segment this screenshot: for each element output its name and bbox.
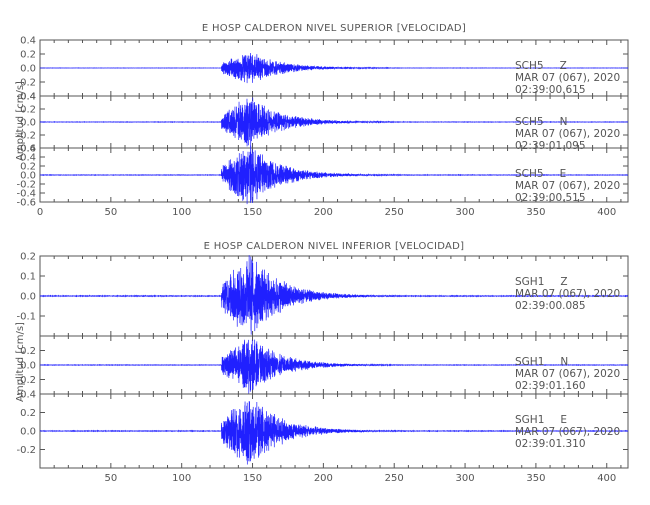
- station-label: SGH1 E: [515, 414, 567, 426]
- x-tick-label: 350: [526, 473, 545, 484]
- station-label: SGH1 Z: [515, 276, 568, 288]
- chart-inferior: E HOSP CALDERON NIVEL INFERIOR [VELOCIDA…: [15, 241, 629, 484]
- y-tick-label: -0.1: [16, 312, 36, 323]
- y-tick-label: 0.4: [20, 92, 36, 103]
- station-label: SCH5 N: [515, 116, 567, 128]
- x-tick-label: 200: [314, 473, 333, 484]
- y-tick-label: -0.4: [16, 144, 36, 155]
- station-label: SGH1 N: [515, 356, 568, 368]
- y-tick-label: -0.2: [16, 445, 36, 456]
- x-tick-label: 200: [314, 207, 333, 218]
- station-component: Z: [560, 276, 567, 288]
- station-component: N: [560, 356, 568, 368]
- y-tick-label: 0.2: [20, 408, 36, 419]
- y-tick-label: -0.2: [16, 180, 36, 191]
- station-code: SCH5: [515, 116, 544, 128]
- station-component: E: [560, 414, 567, 426]
- record-date: MAR 07 (067), 2020: [515, 180, 620, 192]
- y-tick-label: 0.0: [20, 292, 36, 303]
- record-time: 02:39:00.085: [515, 300, 586, 312]
- x-tick-label: 400: [597, 473, 616, 484]
- x-tick-label: 150: [243, 473, 262, 484]
- seismic-trace: [39, 339, 629, 394]
- x-tick-label: 300: [456, 473, 475, 484]
- chart-title: E HOSP CALDERON NIVEL INFERIOR [VELOCIDA…: [204, 241, 465, 252]
- x-tick-label: 0: [37, 207, 43, 218]
- seismic-trace: [39, 145, 629, 205]
- seismic-trace: [39, 401, 629, 465]
- x-tick-label: 350: [526, 207, 545, 218]
- x-tick-label: 100: [172, 207, 191, 218]
- station-code: SGH1: [515, 276, 544, 288]
- record-time: 02:39:00.515: [515, 192, 586, 204]
- record-date: MAR 07 (067), 2020: [515, 72, 620, 84]
- y-tick-label: 0.4: [20, 36, 36, 47]
- record-time: 02:39:01.160: [515, 380, 586, 392]
- station-code: SCH5: [515, 168, 544, 180]
- station-label: SCH5 Z: [515, 60, 567, 72]
- y-tick-label: 0.2: [20, 346, 36, 357]
- y-tick-label: 0.2: [20, 162, 36, 173]
- x-tick-label: 250: [385, 473, 404, 484]
- y-tick-label: 0.2: [20, 50, 36, 61]
- station-component: N: [560, 116, 568, 128]
- x-tick-label: 50: [104, 473, 117, 484]
- y-axis-label: Amplitud [cm/s]: [15, 81, 26, 161]
- seismic-trace: [39, 255, 629, 335]
- station-component: E: [560, 168, 567, 180]
- y-tick-label: 0.0: [20, 361, 36, 372]
- station-code: SGH1: [515, 356, 544, 368]
- x-tick-label: 150: [243, 207, 262, 218]
- x-tick-label: 100: [172, 473, 191, 484]
- x-tick-label: 250: [385, 207, 404, 218]
- y-axis-label: Amplitud [cm/s]: [15, 322, 26, 402]
- chart-title: E HOSP CALDERON NIVEL SUPERIOR [VELOCIDA…: [202, 23, 466, 34]
- y-tick-label: -0.6: [16, 198, 36, 209]
- station-label: SCH5 E: [515, 168, 566, 180]
- seismic-trace: [39, 97, 629, 147]
- y-tick-label: 0.0: [20, 427, 36, 438]
- x-tick-label: 400: [597, 207, 616, 218]
- y-tick-label: -0.4: [16, 189, 36, 200]
- y-tick-label: -0.4: [16, 92, 36, 103]
- x-tick-label: 300: [456, 207, 475, 218]
- y-tick-label: 0.2: [20, 105, 36, 116]
- station-code: SCH5: [515, 60, 544, 72]
- station-component: Z: [560, 60, 567, 72]
- record-date: MAR 07 (067), 2020: [515, 368, 620, 380]
- y-tick-label: 0.0: [20, 64, 36, 75]
- y-tick-label: 0.4: [20, 153, 36, 164]
- y-tick-label: 0.0: [20, 118, 36, 129]
- chart-superior: E HOSP CALDERON NIVEL SUPERIOR [VELOCIDA…: [15, 23, 629, 218]
- y-tick-label: 0.6: [20, 144, 36, 155]
- record-date: MAR 07 (067), 2020: [515, 128, 620, 140]
- record-time: 02:39:00.615: [515, 84, 586, 96]
- record-date: MAR 07 (067), 2020: [515, 288, 620, 300]
- y-tick-label: 0.2: [20, 252, 36, 263]
- y-tick-label: -0.2: [16, 375, 36, 386]
- record-date: MAR 07 (067), 2020: [515, 426, 620, 438]
- y-tick-label: 0.1: [20, 272, 36, 283]
- seismic-trace: [39, 52, 629, 84]
- y-tick-label: -0.4: [16, 390, 36, 401]
- y-tick-label: -0.2: [16, 131, 36, 142]
- y-tick-label: 0.0: [20, 171, 36, 182]
- y-tick-label: -0.2: [16, 78, 36, 89]
- record-time: 02:39:01.310: [515, 438, 586, 450]
- record-time: 02:39:01.095: [515, 140, 586, 152]
- station-code: SGH1: [515, 414, 544, 426]
- x-tick-label: 50: [104, 207, 117, 218]
